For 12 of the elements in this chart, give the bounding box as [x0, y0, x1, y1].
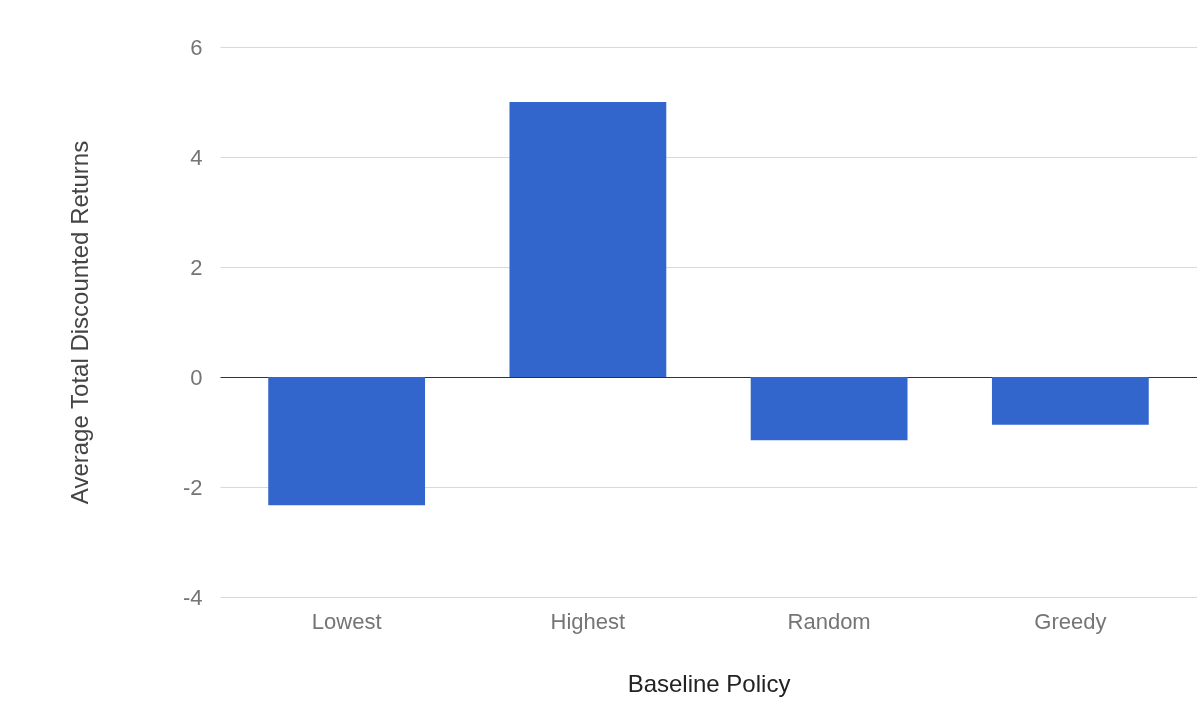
x-axis-title: Baseline Policy [627, 669, 791, 697]
y-tick-label: 2 [190, 254, 203, 280]
y-axis-title: Average Total Discounted Returns [65, 140, 93, 505]
x-tick-label: Lowest [311, 608, 382, 634]
x-tick-label: Random [787, 608, 871, 634]
x-tick-label: Highest [550, 608, 626, 634]
y-tick-label: -4 [182, 584, 203, 610]
y-tick-label: 0 [190, 364, 203, 390]
y-tick-label: -2 [182, 474, 203, 500]
y-tick-label: 6 [190, 34, 203, 60]
x-tick-label: Greedy [1034, 608, 1107, 634]
y-tick-label: 4 [190, 144, 203, 170]
